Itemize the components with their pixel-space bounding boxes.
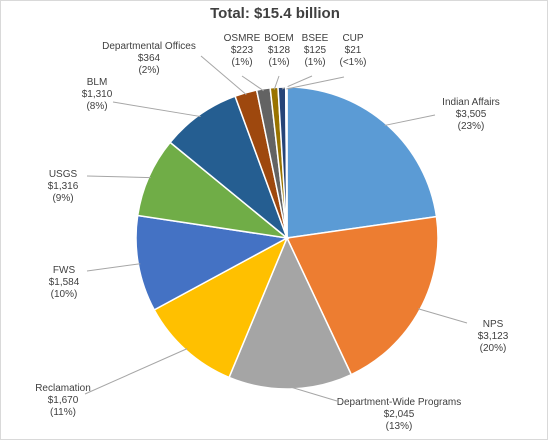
data-label-osmre: OSMRE $223 (1%) (224, 33, 261, 68)
leader-line-reclamation (84, 348, 188, 395)
leader-line-indian-affairs (384, 114, 436, 126)
pie-slice-department-wide-programs (228, 236, 353, 390)
chart-title: Total: $15.4 billion (210, 5, 340, 22)
pie-slice-reclamation (153, 236, 289, 379)
data-label-department-wide-programs: Department-Wide Programs $2,045 (13%) (337, 397, 461, 432)
leader-line-osmre (241, 75, 264, 92)
leader-line-usgs (86, 175, 151, 179)
leader-line-department-wide-programs (290, 386, 338, 402)
data-label-departmental-offices: Departmental Offices $364 (2%) (102, 41, 196, 76)
data-label-usgs: USGS $1,316 (9%) (48, 169, 79, 204)
leader-line-departmental-offices (200, 55, 247, 96)
data-label-nps: NPS $3,123 (20%) (478, 319, 509, 354)
data-label-reclamation: Reclamation $1,670 (11%) (35, 383, 91, 418)
data-label-blm: BLM $1,310 (8%) (82, 77, 113, 112)
data-label-boem: BOEM $128 (1%) (264, 33, 293, 68)
leader-line-fws (86, 263, 141, 272)
data-label-cup: CUP $21 (<1%) (340, 33, 367, 68)
data-label-fws: FWS $1,584 (10%) (49, 265, 80, 300)
leader-line-blm (112, 101, 201, 118)
leader-line-boem (273, 75, 280, 90)
pie-slice-cup (284, 86, 288, 239)
leader-line-nps (418, 308, 468, 324)
leader-line-cup (286, 76, 345, 90)
pie-slice-indian-affairs (286, 86, 438, 239)
data-label-bsee: BSEE $125 (1%) (302, 33, 329, 68)
data-label-indian-affairs: Indian Affairs $3,505 (23%) (442, 97, 500, 132)
